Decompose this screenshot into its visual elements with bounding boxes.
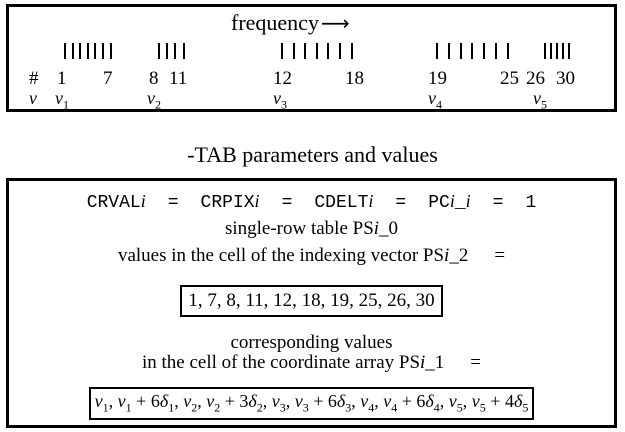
coord-array-prefix: in the cell of the coordinate array PS	[141, 352, 421, 373]
value-one: 1	[525, 193, 537, 213]
cdelt-index: i	[368, 191, 374, 211]
tick-mark	[483, 43, 486, 59]
index-vector-line: values in the cell of the indexing vecto…	[9, 245, 614, 267]
coord-value: ν2 + 3δ2,	[206, 391, 272, 415]
tick-mark	[102, 43, 104, 59]
index-vector-suffix: _2	[449, 245, 469, 266]
index-values-box: 1, 7, 8, 11, 12, 18, 19, 25, 26, 30	[180, 285, 443, 317]
index-number: 30	[556, 68, 575, 89]
index-number: 7	[103, 68, 113, 89]
section-heading-text: -TAB parameters and values	[187, 142, 438, 167]
tick-mark	[506, 43, 509, 59]
table-line-prefix: single-row table PS	[224, 218, 374, 239]
tick-mark	[86, 43, 89, 59]
coord-value: ν1,	[94, 391, 118, 415]
arrow-right-icon: ⟶	[320, 11, 350, 35]
coord-value: ν4,	[360, 391, 384, 415]
pc-separator: _	[454, 193, 466, 213]
index-values-row: 1, 7, 8, 11, 12, 18, 19, 25, 26, 30	[9, 285, 614, 317]
coord-array-var: i	[420, 352, 426, 373]
table-line-suffix: _0	[379, 218, 399, 239]
pc-index-2: i	[465, 191, 471, 211]
index-number: 1	[57, 68, 67, 89]
index-number: 8	[149, 68, 159, 89]
nu-label: ν5	[533, 88, 547, 112]
tick-mark	[304, 43, 307, 59]
tick-mark	[79, 43, 82, 59]
section-heading: -TAB parameters and values	[0, 142, 625, 168]
tick-mark	[182, 43, 185, 59]
coord-value: ν3 + 6δ3,	[294, 391, 361, 415]
eq-sign: =	[395, 193, 407, 213]
tick-mark	[281, 43, 283, 59]
nu-label: ν3	[273, 88, 287, 112]
table-line: single-row table PSi_0	[9, 218, 614, 240]
coord-value: ν5,	[448, 391, 472, 415]
index-vector-eq: =	[494, 245, 506, 266]
coord-values-box: ν1, ν1 + 6δ1, ν2, ν2 + 3δ2, ν3, ν3 + 6δ3…	[88, 387, 535, 420]
tick-mark	[562, 43, 564, 59]
index-number: 11	[169, 68, 188, 89]
index-number: 25	[500, 68, 519, 89]
tick-mark	[94, 43, 97, 59]
eq-sign: =	[167, 193, 179, 213]
tick-mark	[71, 43, 74, 59]
crval-keyword: CRVAL	[86, 193, 141, 213]
tick-mark	[158, 43, 160, 59]
pc-keyword: PC	[428, 193, 450, 213]
index-number: 12	[273, 68, 292, 89]
tick-mark	[436, 43, 438, 59]
eq-sign: =	[281, 193, 293, 213]
coord-value: ν4 + 6δ4,	[383, 391, 449, 415]
coord-array-line: in the cell of the coordinate array PSi_…	[9, 352, 614, 374]
tick-mark	[109, 43, 112, 59]
tick-mark	[550, 43, 552, 59]
coord-values-row: ν1, ν1 + 6δ1, ν2, ν2 + 3δ2, ν3, ν3 + 6δ3…	[9, 387, 614, 420]
nu-label: ν2	[147, 88, 161, 112]
frequency-axis-panel: frequency ⟶ # ν 1 7 8 11 12 18 19 25 26 30 ν1 ν2 ν3 ν…	[6, 4, 617, 112]
tick-mark	[166, 43, 169, 59]
crpix-index: i	[254, 191, 260, 211]
index-number: 26	[526, 68, 545, 89]
frequency-label-text: frequency	[231, 10, 319, 35]
tick-mark	[495, 43, 497, 59]
index-number: 19	[428, 68, 447, 89]
table-line-var: i	[373, 218, 380, 239]
coord-value: ν2,	[183, 391, 207, 415]
nu-label: ν1	[55, 88, 69, 112]
tick-mark	[292, 43, 295, 59]
eq-sign: =	[492, 193, 504, 213]
parameter-equation: CRVALi = CRPIXi = CDELTi = PCi_i = 1	[9, 191, 614, 213]
cdelt-keyword: CDELT	[314, 193, 369, 213]
frequency-label: frequency ⟶	[231, 12, 350, 34]
tick-mark	[544, 43, 546, 59]
coord-value: ν3,	[271, 391, 295, 415]
tick-mark	[471, 43, 474, 59]
crpix-keyword: CRPIX	[200, 193, 255, 213]
crval-index: i	[140, 191, 146, 211]
tick-mark	[568, 43, 570, 59]
nu-row-label: ν	[29, 88, 37, 108]
tick-mark	[174, 43, 177, 59]
nu-label: ν4	[428, 88, 442, 112]
corresponding-line: corresponding values	[230, 332, 393, 353]
pc-index-1: i	[449, 191, 455, 211]
tick-mark	[315, 43, 318, 59]
tick-mark	[339, 43, 341, 59]
index-number: 18	[345, 68, 364, 89]
parameters-panel: CRVALi = CRPIXi = CDELTi = PCi_i = 1 single-row …	[6, 178, 617, 428]
index-vector-prefix: values in the cell of the indexing vecto…	[117, 245, 445, 266]
coord-array-suffix: _1	[425, 352, 445, 373]
index-vector-var: i	[444, 245, 450, 266]
tick-mark	[327, 43, 330, 59]
tick-mark	[459, 43, 462, 59]
tick-mark	[350, 43, 353, 59]
tick-mark	[447, 43, 450, 59]
tick-mark	[64, 43, 66, 59]
coord-value: ν1 + 6δ1,	[117, 391, 184, 415]
index-row-label: #	[29, 68, 39, 89]
coord-array-eq: =	[470, 352, 482, 373]
tick-mark	[556, 43, 558, 59]
coord-value: ν5 + 4δ5	[471, 391, 529, 415]
